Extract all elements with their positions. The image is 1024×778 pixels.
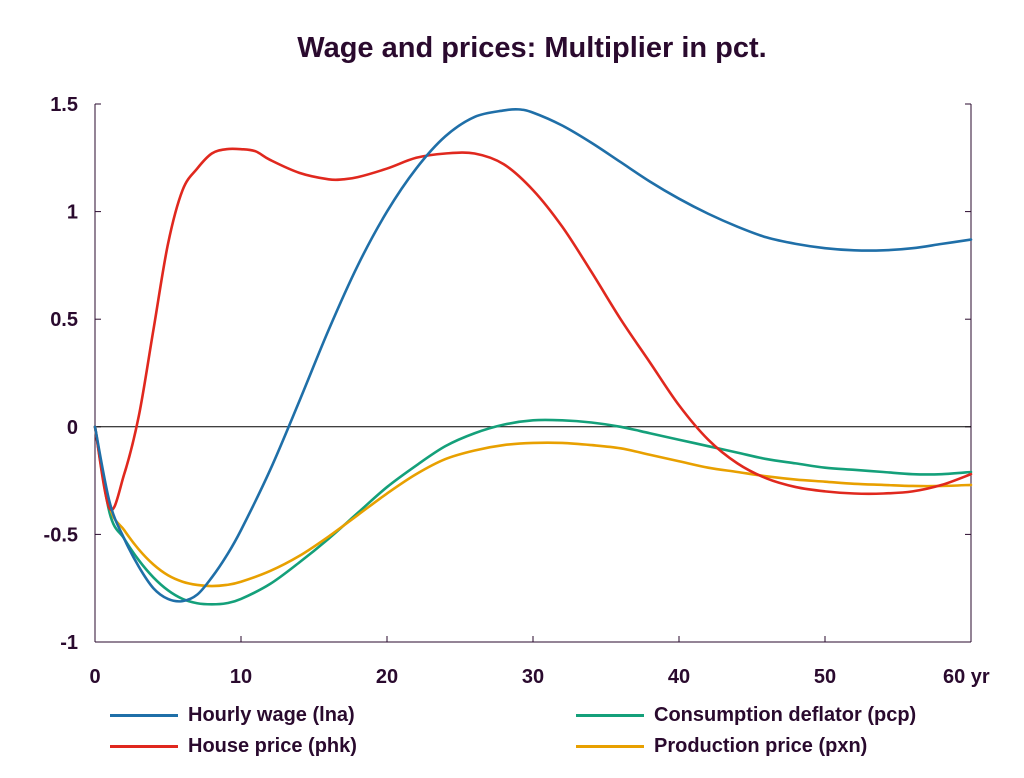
- series-line-house-price: [93, 147, 973, 512]
- series-lines: [93, 107, 973, 606]
- y-tick-label: 1: [67, 202, 78, 224]
- y-tick-label: 0: [67, 417, 78, 439]
- legend-swatch-house-price: [110, 744, 178, 748]
- axes: [94, 103, 972, 643]
- legend-item-consumption-deflator: Consumption deflator (pcp): [576, 700, 916, 730]
- y-tick-label: -0.5: [44, 524, 78, 546]
- series-line-consumption-deflator: [93, 418, 973, 606]
- legend-swatch-consumption-deflator: [576, 713, 644, 717]
- legend-swatch-hourly-wage: [110, 713, 178, 717]
- chart-plot: -1 -0.5 0 0.5 1 1.5 0 10 20 30 40 50 60 yr: [44, 94, 990, 688]
- x-tick-label: 0: [89, 666, 100, 688]
- x-tick-label: 40: [668, 666, 690, 688]
- x-tick-label: 50: [814, 666, 836, 688]
- x-tick-label: 20: [376, 666, 398, 688]
- legend-label-hourly-wage: Hourly wage (lna): [188, 703, 355, 726]
- x-tick-label: 30: [522, 666, 544, 688]
- x-tick-label: 10: [230, 666, 252, 688]
- legend-label-production-price: Production price (pxn): [654, 734, 868, 757]
- legend-swatch-production-price: [576, 744, 644, 748]
- legend: Hourly wage (lna) House price (phk) Cons…: [0, 700, 1024, 770]
- legend-label-house-price: House price (phk): [188, 734, 357, 757]
- y-tick-label: -1: [60, 632, 78, 654]
- legend-item-hourly-wage: Hourly wage (lna): [110, 700, 355, 730]
- tick-labels: -1 -0.5 0 0.5 1 1.5 0 10 20 30 40 50 60 yr: [44, 94, 990, 688]
- series-line-hourly-wage: [93, 107, 973, 603]
- legend-item-house-price: House price (phk): [110, 731, 357, 761]
- series-line-production-price: [93, 425, 973, 588]
- y-tick-label: 0.5: [50, 309, 78, 331]
- x-tick-label: 60 yr: [943, 666, 990, 688]
- legend-label-consumption-deflator: Consumption deflator (pcp): [654, 703, 917, 726]
- legend-item-production-price: Production price (pxn): [576, 731, 867, 761]
- chart-title: Wage and prices: Multiplier in pct.: [297, 32, 767, 64]
- y-tick-label: 1.5: [50, 94, 78, 116]
